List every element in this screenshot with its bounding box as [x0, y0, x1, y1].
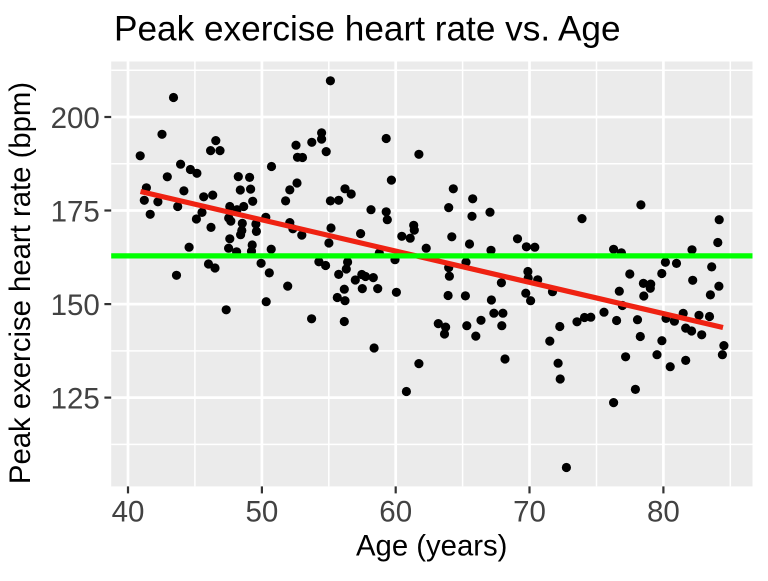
- svg-text:150: 150: [51, 289, 100, 322]
- svg-text:80: 80: [647, 496, 680, 529]
- svg-text:60: 60: [379, 496, 412, 529]
- svg-text:200: 200: [51, 102, 100, 135]
- svg-text:50: 50: [245, 496, 278, 529]
- svg-text:175: 175: [51, 195, 100, 228]
- svg-text:40: 40: [112, 496, 145, 529]
- svg-text:125: 125: [51, 383, 100, 416]
- svg-text:Peak exercise heart rate vs. A: Peak exercise heart rate vs. Age: [114, 9, 621, 48]
- svg-text:Age (years): Age (years): [356, 530, 507, 563]
- svg-text:Peak exercise heart rate (bpm): Peak exercise heart rate (bpm): [4, 82, 37, 484]
- svg-text:70: 70: [513, 496, 546, 529]
